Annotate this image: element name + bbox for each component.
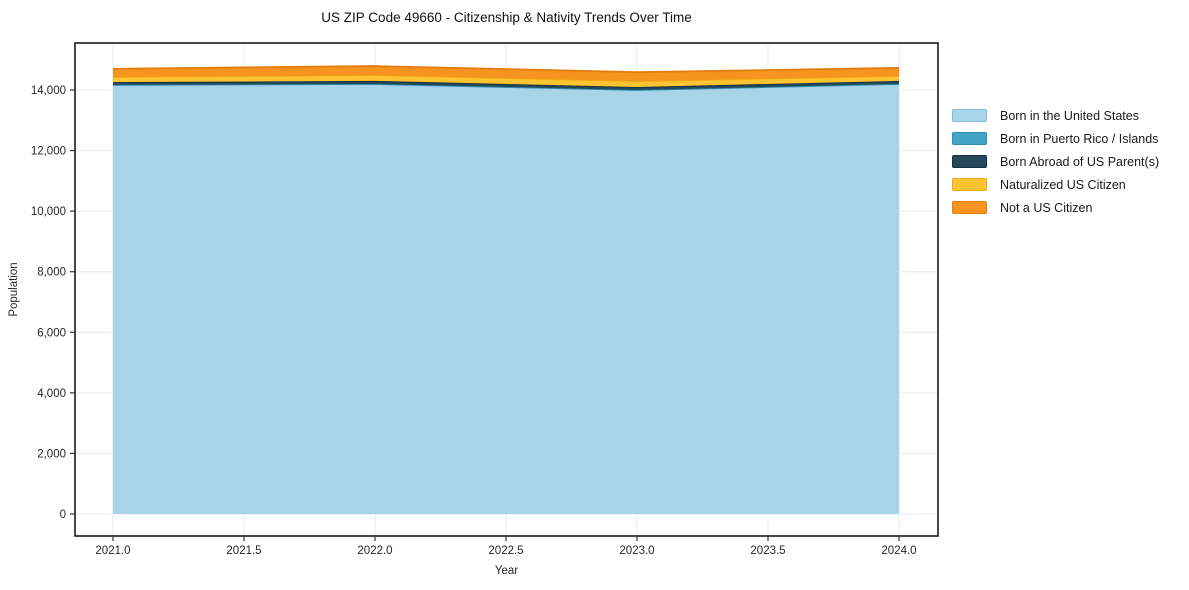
area-not-a-us-citizen — [113, 66, 899, 82]
legend-swatch-icon — [952, 155, 987, 168]
legend-label: Born Abroad of US Parent(s) — [1000, 154, 1160, 169]
legend-swatch-icon — [952, 178, 987, 191]
y-tick-label: 14,000 — [31, 85, 66, 97]
legend-label: Naturalized US Citizen — [1000, 177, 1126, 192]
legend-label: Born in the United States — [1000, 108, 1139, 123]
legend-item: Naturalized US Citizen — [952, 173, 1159, 196]
legend-item: Born in Puerto Rico / Islands — [952, 127, 1159, 150]
y-tick-label: 10,000 — [31, 206, 66, 218]
chart-title: US ZIP Code 49660 - Citizenship & Nativi… — [321, 10, 691, 25]
x-tick-label: 2022.5 — [488, 545, 523, 557]
legend-label: Born in Puerto Rico / Islands — [1000, 131, 1159, 146]
legend-item: Born in the United States — [952, 104, 1159, 127]
legend-label: Not a US Citizen — [1000, 200, 1093, 215]
x-axis-label: Year — [495, 565, 518, 577]
x-tick-label: 2023.5 — [750, 545, 785, 557]
area-naturalized-us-citizen — [113, 75, 899, 87]
x-tick-label: 2021.5 — [226, 545, 261, 557]
area-born-abroad-of-us-parent-s- — [113, 80, 899, 90]
chart-legend: Born in the United States Born in Puerto … — [952, 104, 1159, 219]
legend-item: Born Abroad of US Parent(s) — [952, 150, 1159, 173]
y-tick-label: 2,000 — [37, 448, 66, 460]
y-tick-label: 12,000 — [31, 146, 66, 158]
legend-swatch-icon — [952, 132, 987, 145]
y-tick-label: 0 — [60, 509, 66, 521]
y-axis-label: Population — [8, 262, 20, 316]
y-tick-label: 4,000 — [37, 388, 66, 400]
x-tick-label: 2023.0 — [619, 545, 654, 557]
area-born-in-the-united-states — [113, 83, 899, 514]
x-tick-label: 2022.0 — [357, 545, 392, 557]
y-tick-label: 6,000 — [37, 327, 66, 339]
legend-swatch-icon — [952, 201, 987, 214]
x-tick-label: 2024.0 — [881, 545, 916, 557]
legend-item: Not a US Citizen — [952, 196, 1159, 219]
y-tick-label: 8,000 — [37, 267, 66, 279]
area-edge-line — [112, 65, 900, 74]
legend-swatch-icon — [952, 109, 987, 122]
area-edge-line — [112, 83, 900, 91]
x-tick-label: 2021.0 — [95, 545, 130, 557]
